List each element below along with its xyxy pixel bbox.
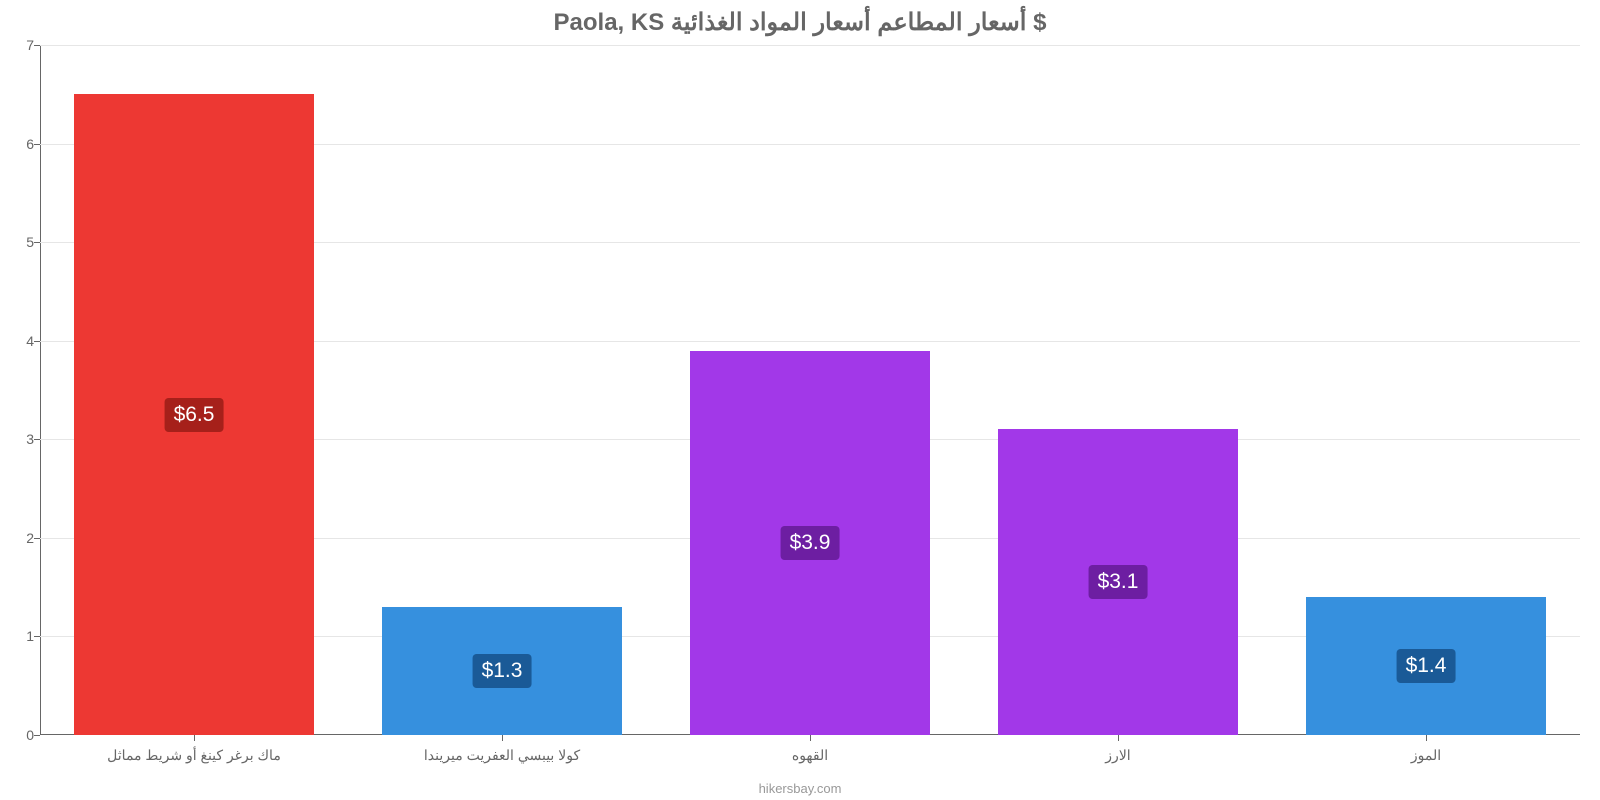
value-label: $3.9 (781, 526, 840, 560)
x-category-label: القهوه (792, 747, 828, 764)
y-tick-label: 7 (4, 37, 34, 53)
value-label: $6.5 (165, 398, 224, 432)
attribution-text: hikersbay.com (0, 781, 1600, 796)
x-tick-mark (502, 735, 503, 741)
x-tick-mark (1426, 735, 1427, 741)
x-category-label: الارز (1105, 747, 1130, 764)
y-tick-label: 0 (4, 727, 34, 743)
x-category-label: كولا بيبسي العفريت ميريندا (424, 747, 580, 764)
y-tick-label: 1 (4, 628, 34, 644)
plot-area: $6.5 $1.3 $3.9 $3.1 $1.4 (40, 45, 1580, 735)
y-tick-mark (34, 636, 40, 637)
y-tick-mark (34, 144, 40, 145)
value-label: $1.4 (1397, 649, 1456, 683)
chart-title: Paola, KS أسعار المطاعم أسعار المواد الغ… (0, 8, 1600, 37)
x-category-label: الموز (1411, 747, 1441, 764)
y-tick-label: 2 (4, 530, 34, 546)
y-tick-label: 3 (4, 431, 34, 447)
grid-line (40, 45, 1580, 46)
y-tick-mark (34, 538, 40, 539)
y-tick-label: 6 (4, 136, 34, 152)
y-tick-mark (34, 242, 40, 243)
y-tick-label: 5 (4, 234, 34, 250)
x-tick-mark (1118, 735, 1119, 741)
x-tick-mark (194, 735, 195, 741)
y-tick-mark (34, 45, 40, 46)
y-tick-mark (34, 341, 40, 342)
value-label: $3.1 (1089, 565, 1148, 599)
y-tick-mark (34, 439, 40, 440)
y-axis-line (40, 45, 41, 735)
y-tick-mark (34, 735, 40, 736)
x-category-label: ماك برغر كينغ أو شريط مماثل (107, 747, 281, 764)
x-tick-mark (810, 735, 811, 741)
value-label: $1.3 (473, 654, 532, 688)
y-tick-label: 4 (4, 333, 34, 349)
